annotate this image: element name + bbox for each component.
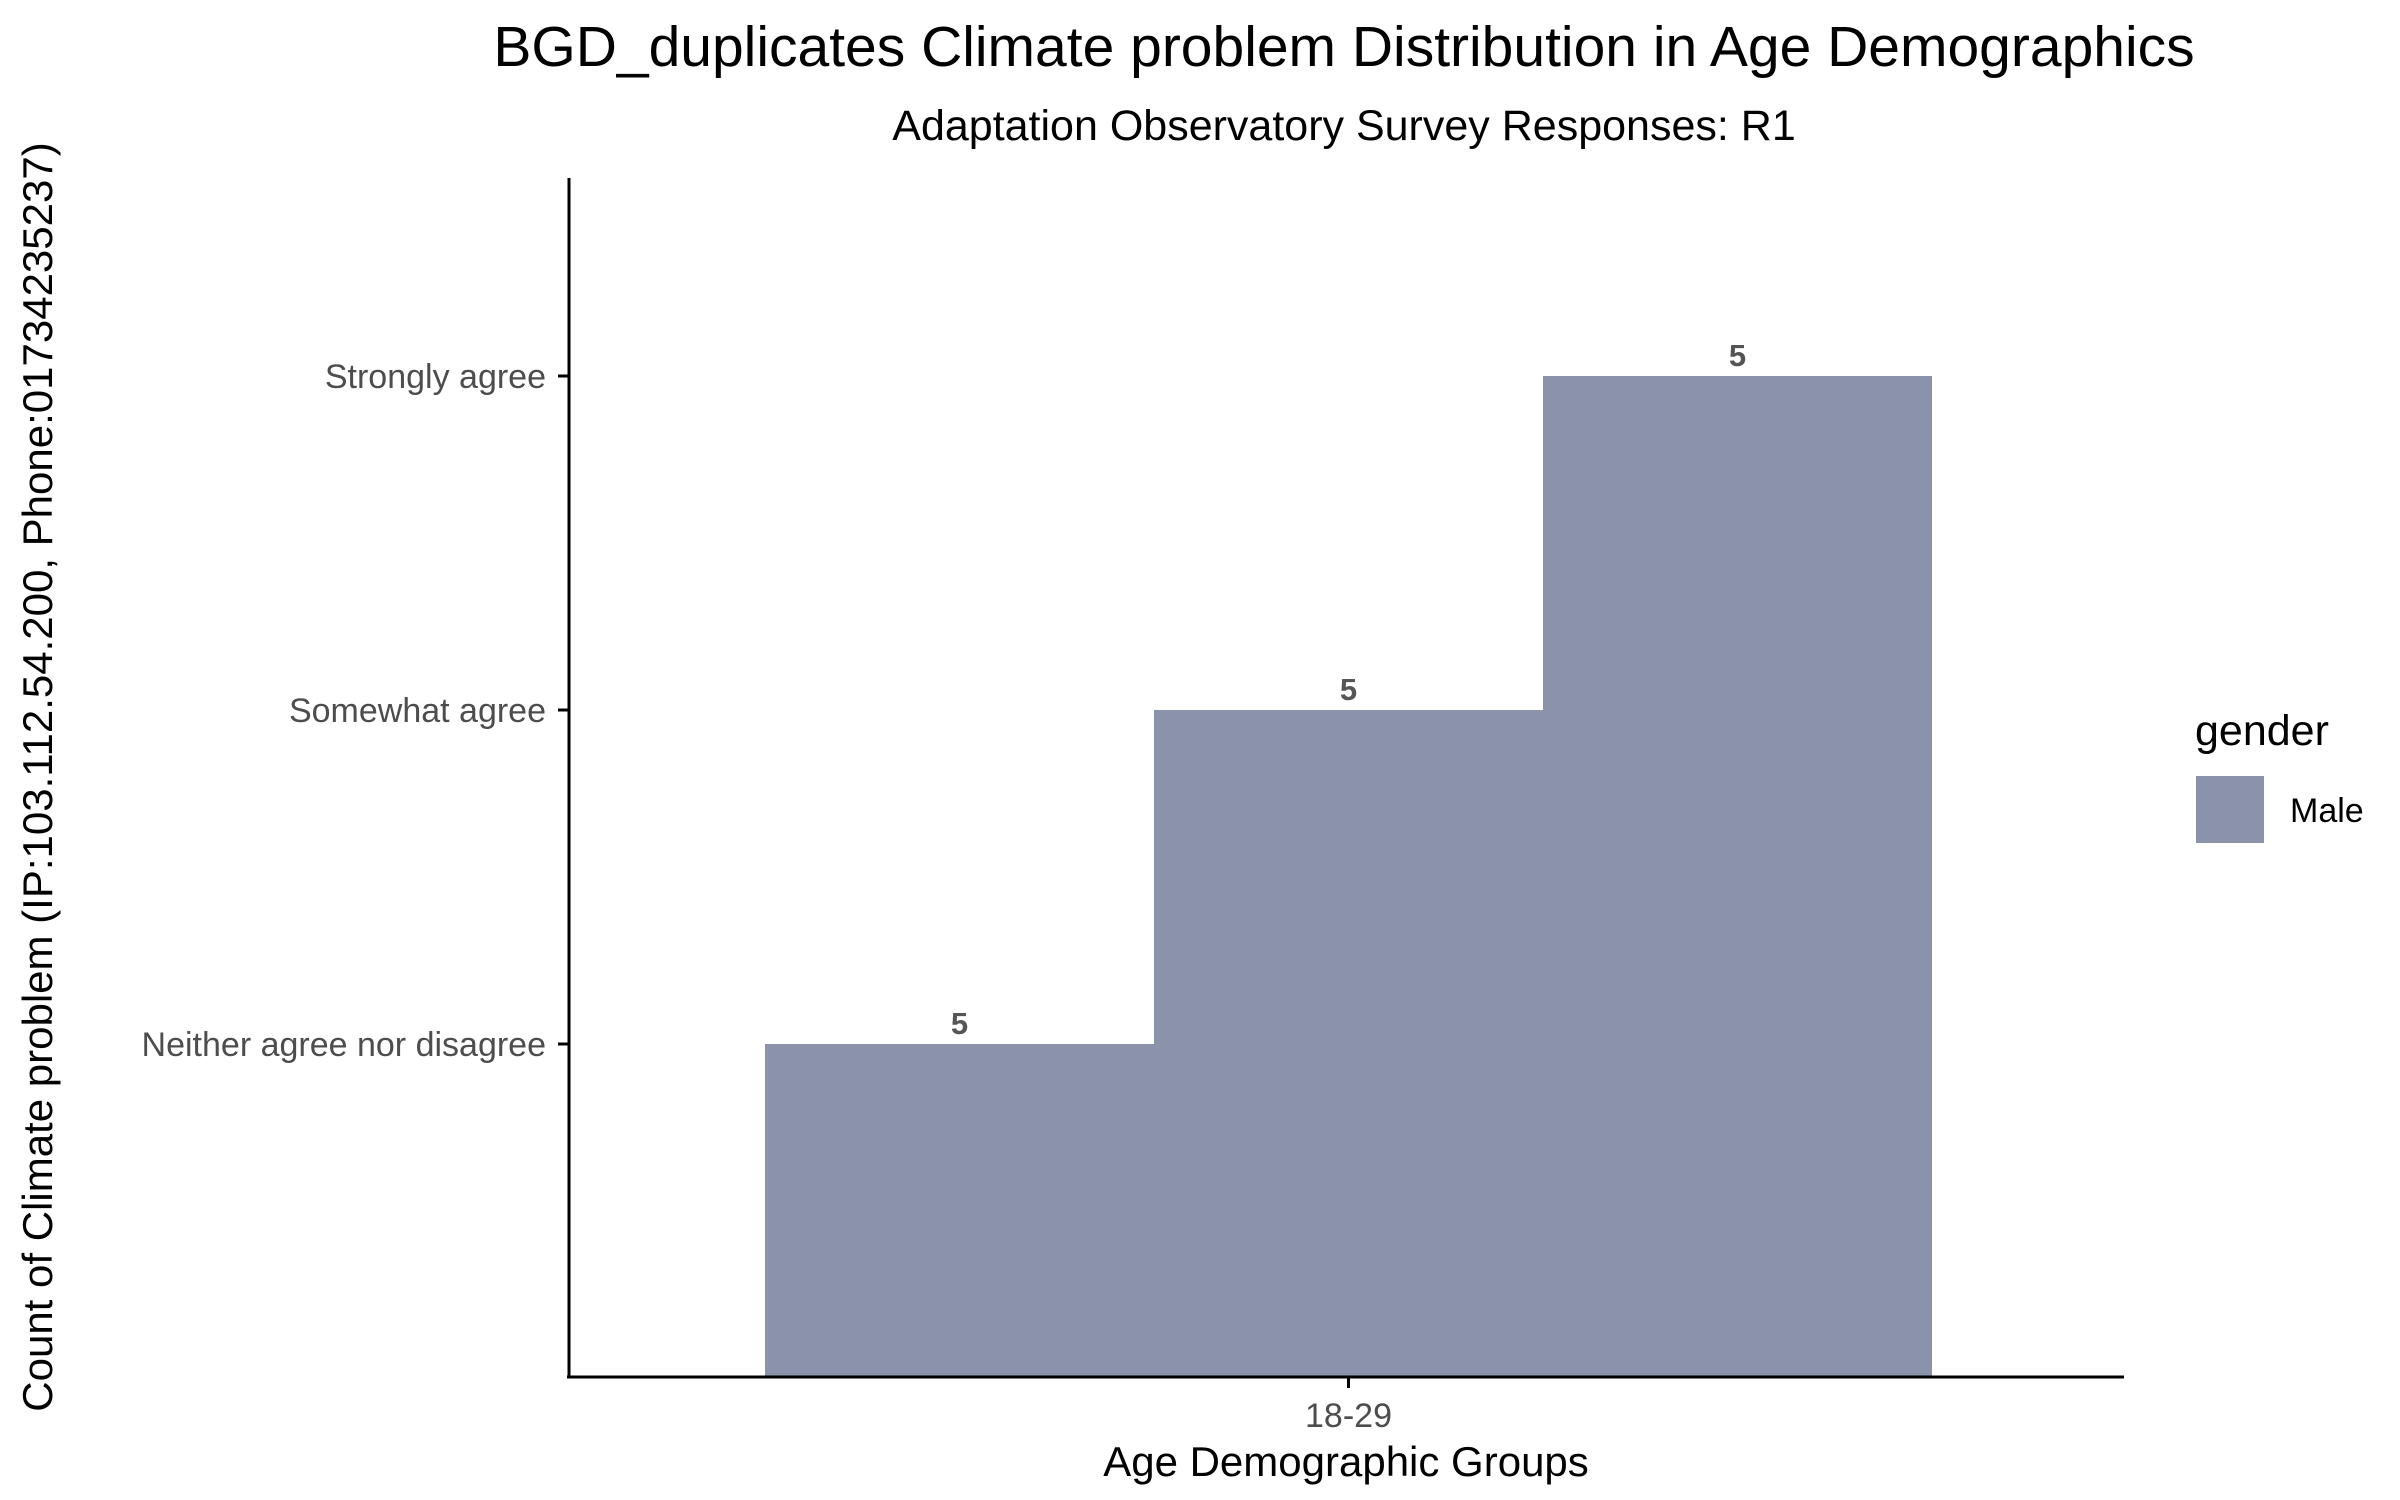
legend-swatch-male — [2196, 776, 2264, 843]
y-ticks-group: Neither agree nor disagree Somewhat agree… — [142, 358, 569, 1064]
chart-subtitle: Adaptation Observatory Survey Responses:… — [892, 102, 1795, 150]
y-tick-label: Somewhat agree — [289, 692, 546, 730]
legend-title: gender — [2195, 707, 2329, 755]
y-axis-title: Count of Climate problem (IP:103.112.54.… — [14, 142, 61, 1411]
y-tick-label: Neither agree nor disagree — [142, 1026, 546, 1064]
bar-strongly-agree — [1543, 376, 1932, 1377]
x-axis-title: Age Demographic Groups — [1103, 1438, 1589, 1485]
legend: gender Male — [2195, 707, 2364, 843]
bar-somewhat-agree — [1154, 710, 1543, 1377]
data-label: 5 — [1729, 338, 1746, 373]
bar-neither-agree-nor-disagree — [765, 1044, 1154, 1377]
chart-title: BGD_duplicates Climate problem Distribut… — [493, 15, 2194, 79]
legend-label-male: Male — [2290, 792, 2364, 830]
data-label: 5 — [951, 1006, 968, 1041]
bars-group — [765, 376, 1932, 1377]
y-tick-label: Strongly agree — [325, 358, 546, 396]
x-ticks-group: 18-29 — [1305, 1377, 1392, 1435]
data-labels-group: 5 5 5 — [951, 338, 1746, 1041]
x-tick-label: 18-29 — [1305, 1397, 1392, 1435]
data-label: 5 — [1340, 672, 1357, 707]
